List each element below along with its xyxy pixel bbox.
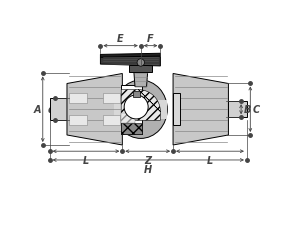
Text: A: A (34, 105, 41, 115)
Circle shape (137, 60, 145, 67)
Polygon shape (121, 114, 135, 123)
Polygon shape (67, 74, 122, 145)
Polygon shape (173, 94, 180, 126)
Text: L: L (83, 155, 89, 165)
Text: L: L (207, 155, 213, 165)
Bar (69, 94, 87, 104)
Polygon shape (100, 57, 160, 67)
Bar (114, 100, 167, 119)
Text: F: F (147, 34, 154, 44)
Text: C: C (253, 105, 260, 115)
Polygon shape (173, 74, 228, 145)
Bar (69, 116, 87, 126)
Circle shape (124, 96, 148, 119)
Text: B: B (243, 105, 251, 115)
Ellipse shape (114, 81, 167, 139)
Polygon shape (50, 99, 67, 121)
Polygon shape (100, 54, 160, 58)
Bar (121, 99, 142, 121)
Text: E: E (117, 34, 124, 44)
Bar (133, 92, 140, 98)
Text: Z: Z (144, 155, 151, 165)
Polygon shape (129, 66, 152, 72)
Polygon shape (121, 85, 142, 134)
Polygon shape (121, 90, 160, 121)
Text: H: H (144, 164, 152, 174)
Polygon shape (228, 102, 247, 118)
Polygon shape (134, 72, 148, 87)
Bar (103, 116, 120, 126)
Bar (103, 94, 120, 104)
Polygon shape (121, 123, 142, 134)
Text: d: d (48, 105, 55, 115)
